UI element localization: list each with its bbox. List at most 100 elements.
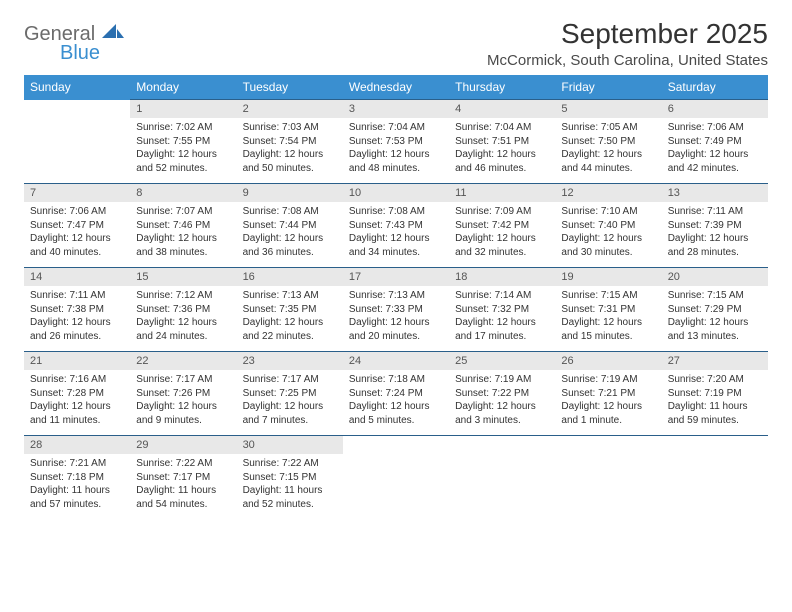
day-number: 12	[555, 184, 661, 203]
sunrise-text: Sunrise: 7:12 AM	[136, 289, 230, 303]
daylight-text: Daylight: 12 hours and 48 minutes.	[349, 148, 443, 175]
day-number: 29	[130, 436, 236, 455]
day-number-row: 21222324252627	[24, 352, 768, 371]
sunrise-text: Sunrise: 7:08 AM	[349, 205, 443, 219]
day-number: 28	[24, 436, 130, 455]
day-cell	[343, 454, 449, 519]
day-cell: Sunrise: 7:22 AMSunset: 7:17 PMDaylight:…	[130, 454, 236, 519]
day-data-row: Sunrise: 7:06 AMSunset: 7:47 PM Daylight:…	[24, 202, 768, 268]
daylight-text: Daylight: 12 hours and 46 minutes.	[455, 148, 549, 175]
daylight-text: Daylight: 12 hours and 15 minutes.	[561, 316, 655, 343]
sunset-text: Sunset: 7:19 PM	[668, 387, 762, 401]
sunrise-text: Sunrise: 7:04 AM	[455, 121, 549, 135]
day-number: 2	[237, 100, 343, 119]
sunset-text: Sunset: 7:29 PM	[668, 303, 762, 317]
day-cell: Sunrise: 7:09 AMSunset: 7:42 PMDaylight:…	[449, 202, 555, 268]
sunset-text: Sunset: 7:47 PM	[30, 219, 124, 233]
day-number: 8	[130, 184, 236, 203]
sunrise-text: Sunrise: 7:07 AM	[136, 205, 230, 219]
sunrise-text: Sunrise: 7:17 AM	[243, 373, 337, 387]
day-cell: Sunrise: 7:14 AMSunset: 7:32 PMDaylight:…	[449, 286, 555, 352]
day-cell: Sunrise: 7:19 AMSunset: 7:21 PMDaylight:…	[555, 370, 661, 436]
daylight-text: Daylight: 12 hours and 7 minutes.	[243, 400, 337, 427]
sunset-text: Sunset: 7:15 PM	[243, 471, 337, 485]
sunset-text: Sunset: 7:21 PM	[561, 387, 655, 401]
sunset-text: Sunset: 7:53 PM	[349, 135, 443, 149]
sunset-text: Sunset: 7:51 PM	[455, 135, 549, 149]
day-number: 11	[449, 184, 555, 203]
day-number: 18	[449, 268, 555, 287]
sunrise-text: Sunrise: 7:16 AM	[30, 373, 124, 387]
day-number: 19	[555, 268, 661, 287]
weekday-header: Friday	[555, 75, 661, 100]
daylight-text: Daylight: 12 hours and 1 minute.	[561, 400, 655, 427]
day-number: 4	[449, 100, 555, 119]
day-number	[24, 100, 130, 119]
sunset-text: Sunset: 7:54 PM	[243, 135, 337, 149]
sunrise-text: Sunrise: 7:22 AM	[243, 457, 337, 471]
sunset-text: Sunset: 7:40 PM	[561, 219, 655, 233]
weekday-header: Thursday	[449, 75, 555, 100]
day-number: 30	[237, 436, 343, 455]
daylight-text: Daylight: 12 hours and 44 minutes.	[561, 148, 655, 175]
day-number: 7	[24, 184, 130, 203]
weekday-header: Sunday	[24, 75, 130, 100]
sunrise-text: Sunrise: 7:05 AM	[561, 121, 655, 135]
day-data-row: Sunrise: 7:02 AMSunset: 7:55 PMDaylight:…	[24, 118, 768, 184]
day-cell: Sunrise: 7:04 AMSunset: 7:53 PMDaylight:…	[343, 118, 449, 184]
sunset-text: Sunset: 7:25 PM	[243, 387, 337, 401]
day-cell: Sunrise: 7:13 AMSunset: 7:35 PMDaylight:…	[237, 286, 343, 352]
sunset-text: Sunset: 7:31 PM	[561, 303, 655, 317]
sunset-text: Sunset: 7:50 PM	[561, 135, 655, 149]
sunrise-text: Sunrise: 7:18 AM	[349, 373, 443, 387]
daylight-text: Daylight: 11 hours and 52 minutes.	[243, 484, 337, 511]
sunset-text: Sunset: 7:49 PM	[668, 135, 762, 149]
day-cell	[24, 118, 130, 184]
sunset-text: Sunset: 7:46 PM	[136, 219, 230, 233]
weekday-header: Saturday	[662, 75, 768, 100]
day-number-row: 78910111213	[24, 184, 768, 203]
daylight-text: Daylight: 12 hours and 38 minutes.	[136, 232, 230, 259]
daylight-text: Daylight: 12 hours and 50 minutes.	[243, 148, 337, 175]
day-number: 26	[555, 352, 661, 371]
day-number: 16	[237, 268, 343, 287]
day-number: 1	[130, 100, 236, 119]
day-number: 13	[662, 184, 768, 203]
day-cell: Sunrise: 7:15 AMSunset: 7:29 PMDaylight:…	[662, 286, 768, 352]
day-cell: Sunrise: 7:18 AMSunset: 7:24 PMDaylight:…	[343, 370, 449, 436]
day-cell: Sunrise: 7:17 AMSunset: 7:26 PMDaylight:…	[130, 370, 236, 436]
day-number-row: 123456	[24, 100, 768, 119]
day-number	[662, 436, 768, 455]
day-number-row: 14151617181920	[24, 268, 768, 287]
day-number: 10	[343, 184, 449, 203]
day-cell: Sunrise: 7:20 AMSunset: 7:19 PMDaylight:…	[662, 370, 768, 436]
day-data-row: Sunrise: 7:11 AMSunset: 7:38 PMDaylight:…	[24, 286, 768, 352]
daylight-text: Daylight: 12 hours and 3 minutes.	[455, 400, 549, 427]
daylight-text: Daylight: 12 hours and 5 minutes.	[349, 400, 443, 427]
day-number	[449, 436, 555, 455]
day-data-row: Sunrise: 7:16 AMSunset: 7:28 PMDaylight:…	[24, 370, 768, 436]
day-number: 5	[555, 100, 661, 119]
sunrise-text: Sunrise: 7:10 AM	[561, 205, 655, 219]
sunrise-text: Sunrise: 7:15 AM	[561, 289, 655, 303]
weekday-header: Wednesday	[343, 75, 449, 100]
daylight-text: Daylight: 11 hours and 57 minutes.	[30, 484, 124, 511]
sunset-text: Sunset: 7:39 PM	[668, 219, 762, 233]
day-cell: Sunrise: 7:06 AMSunset: 7:47 PMDaylight:…	[24, 202, 130, 268]
day-number: 24	[343, 352, 449, 371]
sunset-text: Sunset: 7:55 PM	[136, 135, 230, 149]
day-number	[555, 436, 661, 455]
sunset-text: Sunset: 7:43 PM	[349, 219, 443, 233]
sunset-text: Sunset: 7:28 PM	[30, 387, 124, 401]
location: McCormick, South Carolina, United States	[487, 52, 768, 69]
weekday-header: Monday	[130, 75, 236, 100]
day-cell	[449, 454, 555, 519]
logo: General Blue	[24, 18, 124, 63]
sunrise-text: Sunrise: 7:06 AM	[30, 205, 124, 219]
day-cell: Sunrise: 7:10 AMSunset: 7:40 PMDaylight:…	[555, 202, 661, 268]
day-number: 25	[449, 352, 555, 371]
day-number: 23	[237, 352, 343, 371]
sunset-text: Sunset: 7:17 PM	[136, 471, 230, 485]
daylight-text: Daylight: 12 hours and 11 minutes.	[30, 400, 124, 427]
day-cell: Sunrise: 7:22 AMSunset: 7:15 PMDaylight:…	[237, 454, 343, 519]
